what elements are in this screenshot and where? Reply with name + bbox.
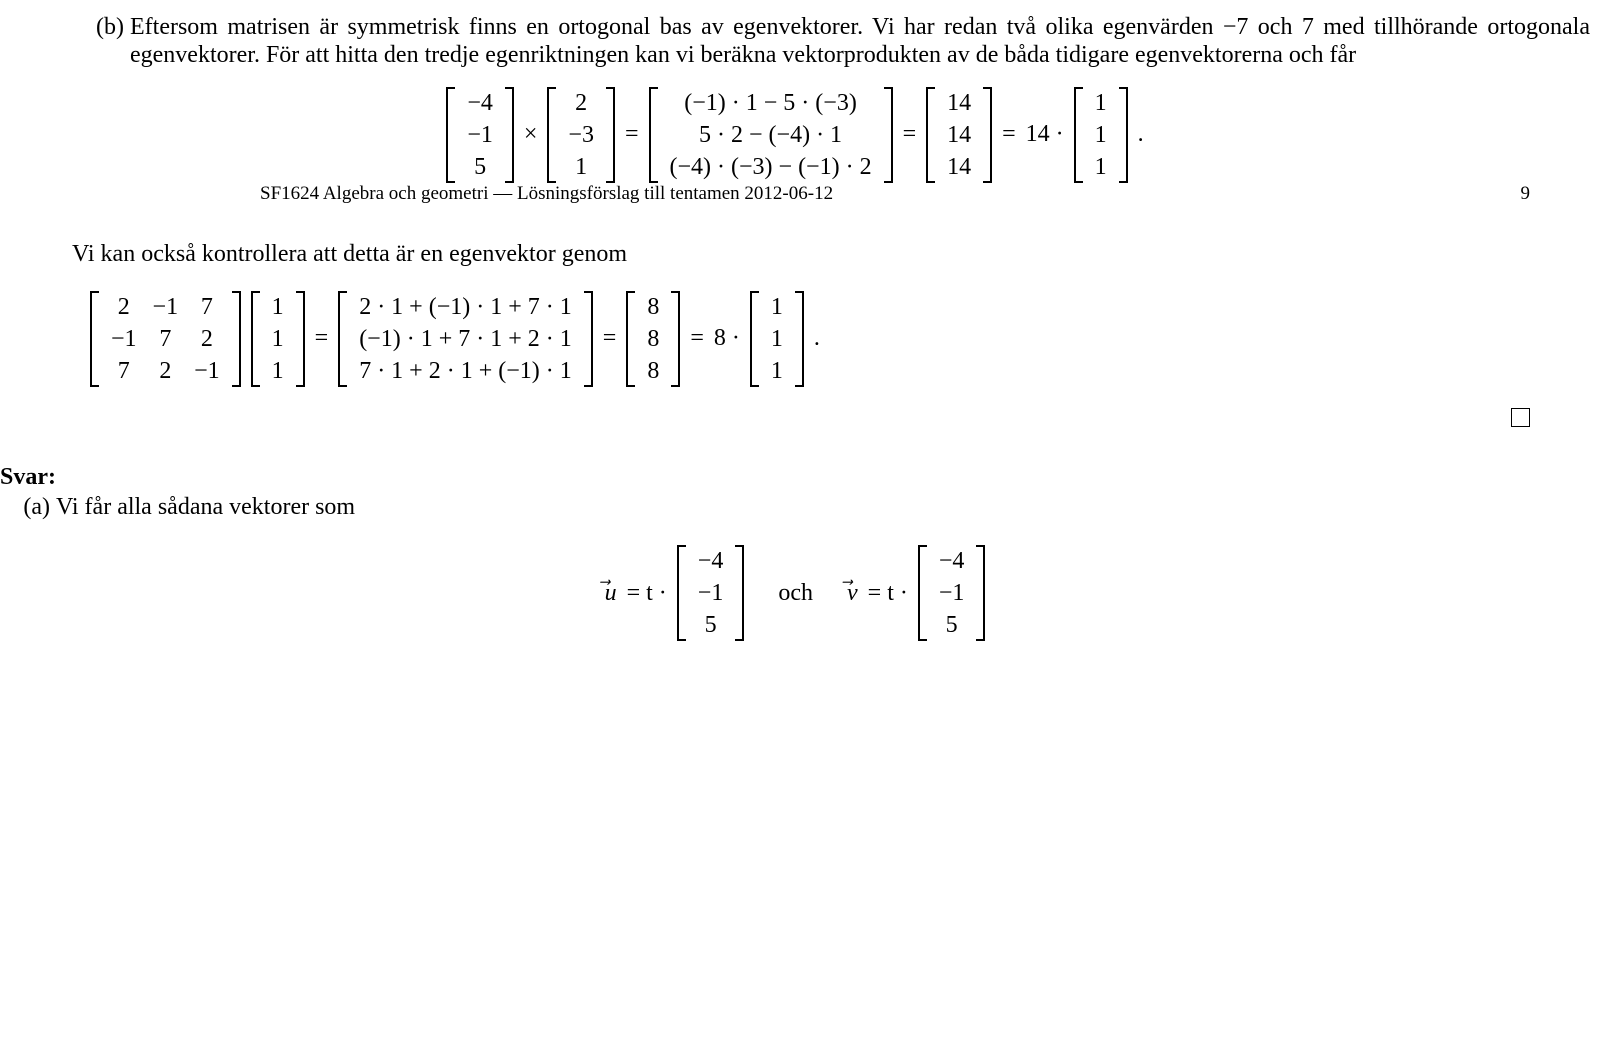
cutoff-prev-line [130,0,1590,10]
vector-u: −4−15 [677,545,745,641]
eq-sign: = [603,325,617,353]
equals-t: = t · [627,580,667,608]
scalar: 14 · [1026,121,1064,149]
vector-a: −4−15 [446,87,514,183]
vector-x: 111 [251,291,305,387]
vector-u-symbol: u [605,580,617,608]
equation-matrix-vector: 2−17 −172 72−1 111 = 2 · 1 + (−1) · 1 + … [90,291,1590,387]
vector-v-symbol: v [847,580,858,608]
document-page: (b) Eftersom matrisen är symmetrisk finn… [0,0,1600,673]
vector-expanded: (−1) · 1 − 5 · (−3)5 · 2 − (−4) · 1(−4) … [649,87,893,183]
vector-expanded-2: 2 · 1 + (−1) · 1 + 7 · 1(−1) · 1 + 7 · 1… [338,291,593,387]
eq-sign: = [625,121,639,149]
period: . [1138,121,1144,149]
eq-sign: = [690,325,704,353]
answer-a-text: Vi får alla sådana vektorer som [56,494,355,522]
eq-sign: = [903,121,917,149]
answer-a: (a) Vi får alla sådana vektorer som [0,494,1590,522]
vector-unit-2: 111 [750,291,804,387]
qed-box-icon [1511,408,1530,427]
matrix-A: 2−17 −172 72−1 [90,291,241,387]
period: . [814,325,820,353]
och-separator: och [778,580,813,608]
running-footer: SF1624 Algebra och geometri — Lösningsfö… [260,183,1590,205]
item-b: (b) Eftersom matrisen är symmetrisk finn… [0,14,1590,69]
equation-cross-product: −4−15 × 2−31 = (−1) · 1 − 5 · (−3)5 · 2 … [0,87,1590,183]
scalar: 8 · [714,325,740,353]
answer-a-label: (a) [0,494,56,522]
vector-b: 2−31 [547,87,615,183]
cross-op: × [524,121,538,149]
vector-result-2: 888 [626,291,680,387]
qed [0,407,1590,435]
vector-unit: 111 [1074,87,1128,183]
item-b-text: Eftersom matrisen är symmetrisk finns en… [130,14,1590,69]
equals-t: = t · [868,580,908,608]
item-b-label: (b) [0,14,130,42]
verify-text: Vi kan också kontrollera att detta är en… [72,241,1590,269]
eq-sign: = [315,325,329,353]
svar-heading: Svar: [0,464,1590,492]
vector-v: −4−15 [918,545,986,641]
vector-result: 141414 [926,87,992,183]
equation-answer-vectors: u = t · −4−15 och v = t · −4−15 [0,545,1590,641]
footer-course: SF1624 Algebra och geometri — Lösningsfö… [260,183,833,205]
eq-sign: = [1002,121,1016,149]
footer-pagenum: 9 [1521,183,1531,205]
